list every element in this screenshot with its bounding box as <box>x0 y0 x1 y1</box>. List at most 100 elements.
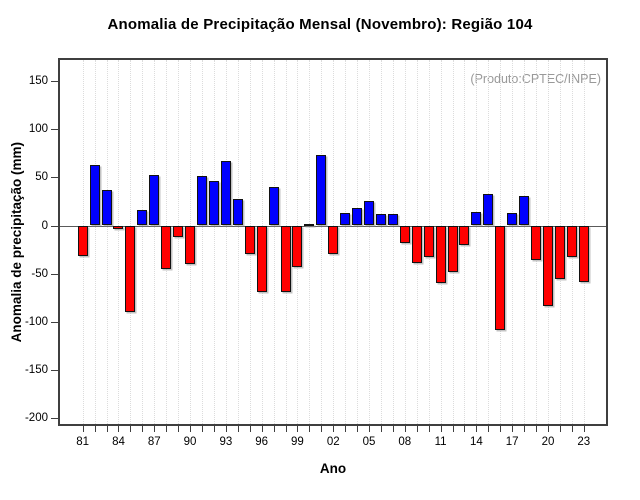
bar-1982 <box>89 164 100 226</box>
y-tick-label: -200 <box>24 411 48 424</box>
gridline <box>237 60 239 424</box>
y-tick <box>51 129 58 131</box>
x-tick-label: 05 <box>362 436 376 448</box>
x-tick <box>440 426 442 432</box>
x-tick <box>571 426 573 432</box>
y-tick <box>51 321 58 323</box>
bar-1996 <box>256 225 267 292</box>
y-tick <box>51 177 58 179</box>
bar-2021 <box>554 225 565 280</box>
gridline <box>213 60 215 424</box>
x-tick-label: 02 <box>326 436 340 448</box>
gridline <box>524 60 526 424</box>
bar-1995 <box>244 225 255 255</box>
x-tick <box>380 426 382 432</box>
x-tick <box>106 426 108 432</box>
bar-2017 <box>507 212 518 226</box>
y-tick <box>51 81 58 83</box>
x-tick <box>321 426 323 432</box>
x-axis-title: Ano <box>319 461 347 476</box>
x-tick-label: 14 <box>469 436 483 448</box>
bar-1997 <box>268 187 279 226</box>
x-tick <box>333 426 335 432</box>
x-tick <box>452 426 454 432</box>
bar-2002 <box>328 225 339 255</box>
x-tick <box>416 426 418 432</box>
x-tick <box>309 426 311 432</box>
x-tick <box>142 426 144 432</box>
bar-2011 <box>435 225 446 284</box>
bar-1983 <box>101 189 112 226</box>
bar-2006 <box>375 213 386 226</box>
x-tick-label: 81 <box>76 436 90 448</box>
bar-2019 <box>531 225 542 261</box>
bar-1999 <box>292 225 303 267</box>
bar-2012 <box>447 225 458 272</box>
x-tick <box>464 426 466 432</box>
x-tick <box>190 426 192 432</box>
x-tick <box>392 426 394 432</box>
x-tick <box>202 426 203 432</box>
y-tick-label: 50 <box>35 171 48 184</box>
x-tick-label: 87 <box>147 436 161 448</box>
bar-1990 <box>185 225 196 264</box>
bar-2023 <box>578 225 589 283</box>
gridline <box>321 60 323 424</box>
x-tick <box>512 426 514 432</box>
x-tick-label: 20 <box>541 436 555 448</box>
x-tick-label: 90 <box>183 436 197 448</box>
gridline <box>178 60 180 424</box>
bar-1981 <box>77 225 88 257</box>
gridline <box>309 60 311 424</box>
plot-area: (Produto:CPTEC/INPE) <box>58 58 608 426</box>
x-tick-label: 08 <box>398 436 412 448</box>
x-tick-label: 23 <box>577 436 591 448</box>
gridline <box>118 60 120 424</box>
x-tick-label: 93 <box>219 436 233 448</box>
bar-2003 <box>340 212 351 226</box>
gridline <box>202 60 203 424</box>
bar-2016 <box>495 225 506 331</box>
x-tick <box>488 426 490 432</box>
y-tick <box>51 369 58 371</box>
gridline <box>476 60 478 424</box>
x-tick <box>273 426 275 432</box>
x-tick <box>261 426 263 432</box>
x-tick <box>154 426 156 432</box>
x-tick <box>166 426 168 432</box>
gridline <box>273 60 275 424</box>
bar-2013 <box>459 225 470 245</box>
gridline <box>106 60 108 424</box>
bar-1994 <box>232 198 243 226</box>
gridline <box>345 60 347 424</box>
x-tick <box>213 426 215 432</box>
x-tick <box>225 426 227 432</box>
bar-1993 <box>220 161 231 226</box>
bar-2004 <box>352 208 363 226</box>
y-tick-label: 0 <box>41 219 48 232</box>
bar-2010 <box>423 225 434 258</box>
x-tick <box>297 426 299 432</box>
bar-1991 <box>197 176 207 226</box>
gridline <box>225 60 227 424</box>
bar-1989 <box>173 225 184 238</box>
x-tick <box>476 426 478 432</box>
bar-1988 <box>161 225 172 269</box>
x-tick <box>536 426 538 432</box>
bar-1986 <box>137 210 148 226</box>
gridline <box>154 60 156 424</box>
bar-2008 <box>399 225 410 243</box>
x-tick <box>547 426 549 432</box>
bar-1984 <box>113 225 124 230</box>
gridline <box>512 60 514 424</box>
x-tick <box>369 426 371 432</box>
x-tick-label: 84 <box>112 436 125 448</box>
y-tick-label: 100 <box>28 123 48 136</box>
y-tick <box>51 273 58 275</box>
gridline <box>369 60 371 424</box>
bar-1998 <box>280 225 291 292</box>
y-tick <box>51 225 58 227</box>
bar-2009 <box>411 225 422 264</box>
bar-2018 <box>519 195 530 226</box>
